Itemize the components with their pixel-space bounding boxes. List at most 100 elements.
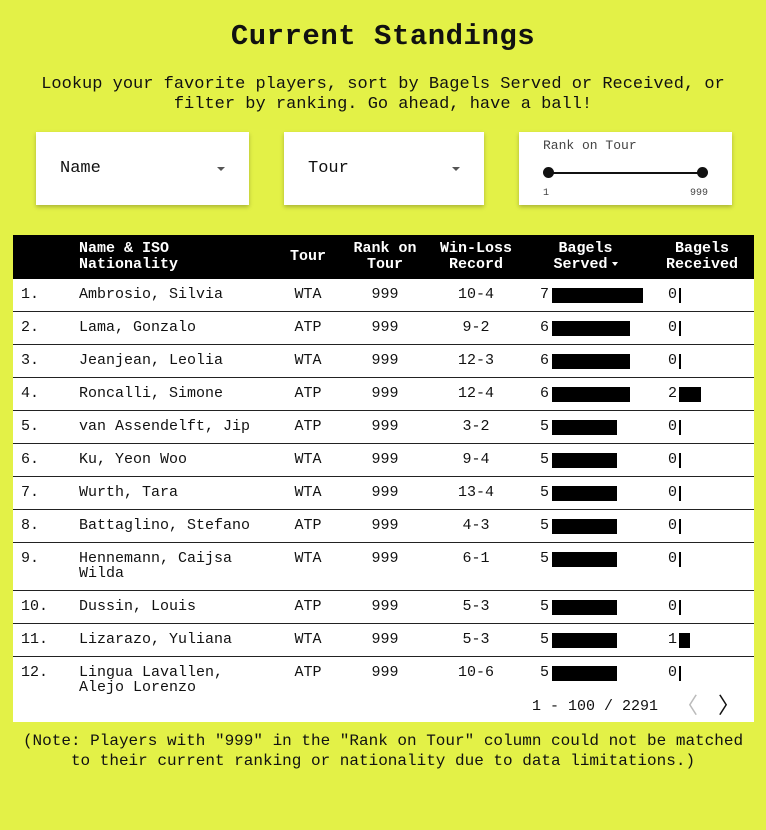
tour-cell: WTA <box>294 352 322 369</box>
bagels-served-value: 5 <box>540 550 550 567</box>
bagels-served-bar <box>552 420 617 435</box>
win-loss-cell: 9-2 <box>462 319 490 336</box>
row-index: 10. <box>21 598 49 615</box>
player-name-line: van Assendelft, Jip <box>79 418 251 435</box>
bagels-received-bar <box>679 600 681 615</box>
player-name: van Assendelft, Jip <box>79 419 289 434</box>
tour-cell: ATP <box>294 385 322 402</box>
win-loss-cell: 9-4 <box>462 451 490 468</box>
player-name-line: Lizarazo, Yuliana <box>79 631 233 648</box>
table-row: 9. Hennemann, Caijsa Wilda WTA 999 6-1 5 0 <box>13 543 754 591</box>
win-loss-cell: 5-3 <box>462 598 490 615</box>
caret-down-icon <box>217 166 225 171</box>
tour-cell: WTA <box>294 550 322 567</box>
player-name-line: Ambrosio, Silvia <box>79 286 224 303</box>
bagels-served-bar <box>552 288 643 303</box>
table-row: 11. Lizarazo, Yuliana WTA 999 5-3 5 1 <box>13 624 754 657</box>
bagels-received-value: 0 <box>668 664 678 681</box>
page-subtitle: Lookup your favorite players, sort by Ba… <box>41 75 725 114</box>
bagels-served-bar <box>552 321 630 336</box>
bagels-received-bar <box>679 420 681 435</box>
row-index: 5. <box>21 418 40 435</box>
bagels-received-bar <box>679 666 681 681</box>
table-body: 1. Ambrosio, Silvia WTA 999 10-4 7 0 2. Lama, Go… <box>13 279 754 705</box>
header-rank[interactable]: Rank on Tour <box>353 240 417 273</box>
player-name: Ku, Yeon Woo <box>79 452 289 467</box>
pagination: 1 - 100 / 2291 〈 〉 <box>13 695 754 722</box>
player-name-line: Ku, Yeon Woo <box>79 451 188 468</box>
table-row: 7. Wurth, Tara WTA 999 13-4 5 0 <box>13 477 754 510</box>
bagels-received-bar <box>679 633 690 648</box>
rank-cell: 999 <box>371 451 399 468</box>
header-bagels-served[interactable]: Bagels Served <box>543 241 628 273</box>
rank-slider-track[interactable] <box>548 172 703 174</box>
bagels-received-value: 0 <box>668 550 678 567</box>
chevron-right-icon[interactable]: 〉 <box>717 695 740 720</box>
table-row: 8. Battaglino, Stefano ATP 999 4-3 5 0 <box>13 510 754 543</box>
row-index: 3. <box>21 352 40 369</box>
caret-down-icon <box>452 166 460 171</box>
header-win-loss[interactable]: Win-Loss Record <box>439 240 512 273</box>
header-bagels-received[interactable]: Bagels Received <box>665 240 738 273</box>
bagels-served-value: 7 <box>540 286 550 303</box>
win-loss-cell: 12-4 <box>457 385 494 402</box>
bagels-received-bar <box>679 321 681 336</box>
tour-dropdown[interactable]: Tour <box>284 132 484 205</box>
player-name: Roncalli, Simone <box>79 386 289 401</box>
tour-cell: WTA <box>294 631 322 648</box>
name-dropdown[interactable]: Name <box>36 132 249 205</box>
bagels-received-value: 0 <box>668 517 678 534</box>
rank-slider-min-handle[interactable] <box>543 167 554 178</box>
row-index: 9. <box>21 550 40 567</box>
rank-slider-max-handle[interactable] <box>697 167 708 178</box>
bagels-received-bar <box>679 288 681 303</box>
header-name[interactable]: Name & ISO Nationality <box>79 240 179 273</box>
table-row: 4. Roncalli, Simone ATP 999 12-4 6 2 <box>13 378 754 411</box>
win-loss-cell: 10-6 <box>457 664 494 681</box>
player-name: Lingua Lavallen, Alejo Lorenzo <box>79 665 289 695</box>
player-name-line: Lingua Lavallen, <box>79 664 224 681</box>
tour-cell: ATP <box>294 598 322 615</box>
chevron-left-icon[interactable]: 〈 <box>675 695 698 720</box>
table-row: 5. van Assendelft, Jip ATP 999 3-2 5 0 <box>13 411 754 444</box>
rank-cell: 999 <box>371 385 399 402</box>
rank-cell: 999 <box>371 286 399 303</box>
bagels-received-value: 0 <box>668 286 678 303</box>
player-name-line: Hennemann, Caijsa <box>79 550 233 567</box>
tour-cell: WTA <box>294 286 322 303</box>
bagels-served-value: 6 <box>540 352 550 369</box>
bagels-served-bar <box>552 600 617 615</box>
table-row: 2. Lama, Gonzalo ATP 999 9-2 6 0 <box>13 312 754 345</box>
bagels-received-bar <box>679 354 681 369</box>
footnote: (Note: Players with "999" in the "Rank o… <box>22 732 744 770</box>
table-row: 6. Ku, Yeon Woo WTA 999 9-4 5 0 <box>13 444 754 477</box>
rank-cell: 999 <box>371 664 399 681</box>
player-name-line: Wilda <box>79 565 125 582</box>
bagels-served-bar <box>552 666 617 681</box>
name-dropdown-label: Name <box>60 159 101 178</box>
table-row: 10. Dussin, Louis ATP 999 5-3 5 0 <box>13 591 754 624</box>
bagels-served-bar <box>552 552 617 567</box>
table-header: Name & ISO Nationality Tour Rank on Tour… <box>13 235 754 279</box>
rank-slider-min-value: 1 <box>543 188 550 199</box>
rank-cell: 999 <box>371 352 399 369</box>
bagels-served-value: 5 <box>540 598 550 615</box>
bagels-served-bar <box>552 519 617 534</box>
standings-table: Name & ISO Nationality Tour Rank on Tour… <box>13 235 754 722</box>
player-name-line: Lama, Gonzalo <box>79 319 197 336</box>
bagels-received-bar <box>679 552 681 567</box>
bagels-served-bar <box>552 453 617 468</box>
row-index: 8. <box>21 517 40 534</box>
bagels-received-value: 0 <box>668 418 678 435</box>
bagels-received-bar <box>679 486 681 501</box>
header-tour[interactable]: Tour <box>289 248 326 265</box>
win-loss-cell: 6-1 <box>462 550 490 567</box>
tour-dropdown-label: Tour <box>308 159 349 178</box>
rank-cell: 999 <box>371 598 399 615</box>
player-name-line: Alejo Lorenzo <box>79 679 197 696</box>
table-row: 12. Lingua Lavallen, Alejo Lorenzo ATP 999 10… <box>13 657 754 705</box>
bagels-served-value: 5 <box>540 418 550 435</box>
bagels-received-value: 0 <box>668 451 678 468</box>
rank-cell: 999 <box>371 550 399 567</box>
table-row: 1. Ambrosio, Silvia WTA 999 10-4 7 0 <box>13 279 754 312</box>
